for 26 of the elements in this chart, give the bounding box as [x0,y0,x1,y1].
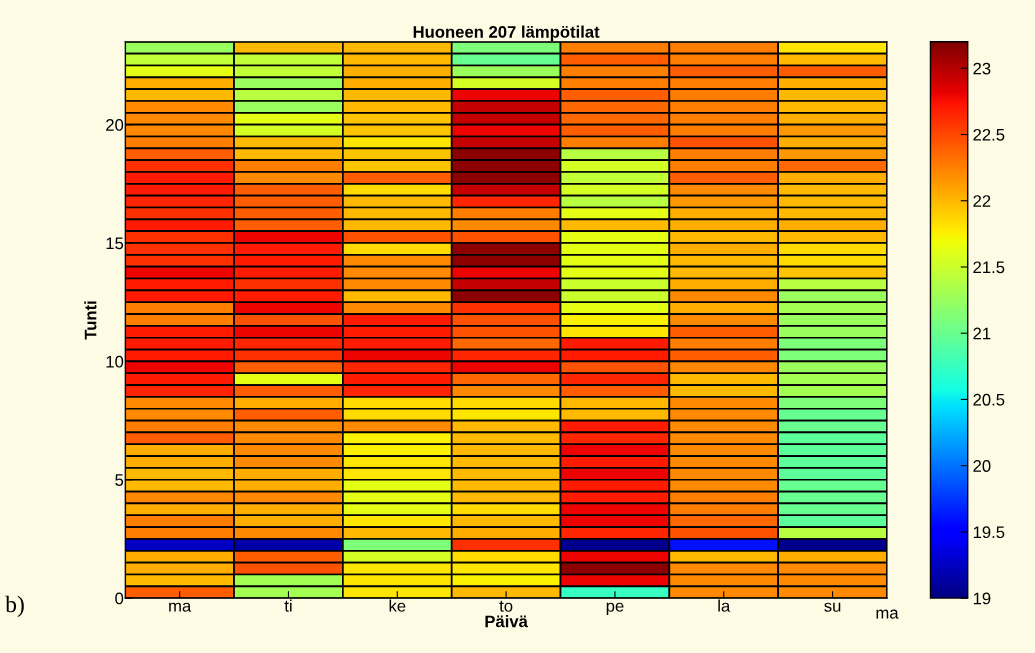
color-bar-label: 20 [973,460,991,472]
color-bar-label: 22.5 [973,128,1005,141]
y-tick-label: 5 [115,474,124,486]
y-axis-title: Tunti [84,301,97,340]
x-axis-title: Päivä [485,615,528,628]
color-bar-label: 21.5 [973,261,1005,274]
color-bar-label: 19 [973,592,991,605]
color-bar-label: 23 [973,62,991,75]
color-bar-label: 20.5 [973,393,1005,406]
text: b) [5,595,24,618]
x-tick-label: to [499,600,513,612]
x-tick-label: ma [169,602,192,612]
color-bar-label: 22 [973,195,991,207]
y-tick-label: 20 [106,119,124,131]
color-bar-label: 21 [973,327,991,340]
y-tick-label: 15 [106,237,124,250]
x-tick-label: ke [389,599,406,612]
text: ma [876,609,899,619]
color-bar-label: 19.5 [973,526,1005,539]
x-tick-label: su [824,602,841,612]
chart-title: Huoneen 207 lämpötilat [413,25,600,42]
x-tick-label: ti [284,599,292,612]
y-tick-label: 10 [106,355,124,368]
x-tick-label: la [718,599,731,612]
y-tick-label: 0 [115,592,124,605]
x-tick-label: pe [606,602,624,616]
